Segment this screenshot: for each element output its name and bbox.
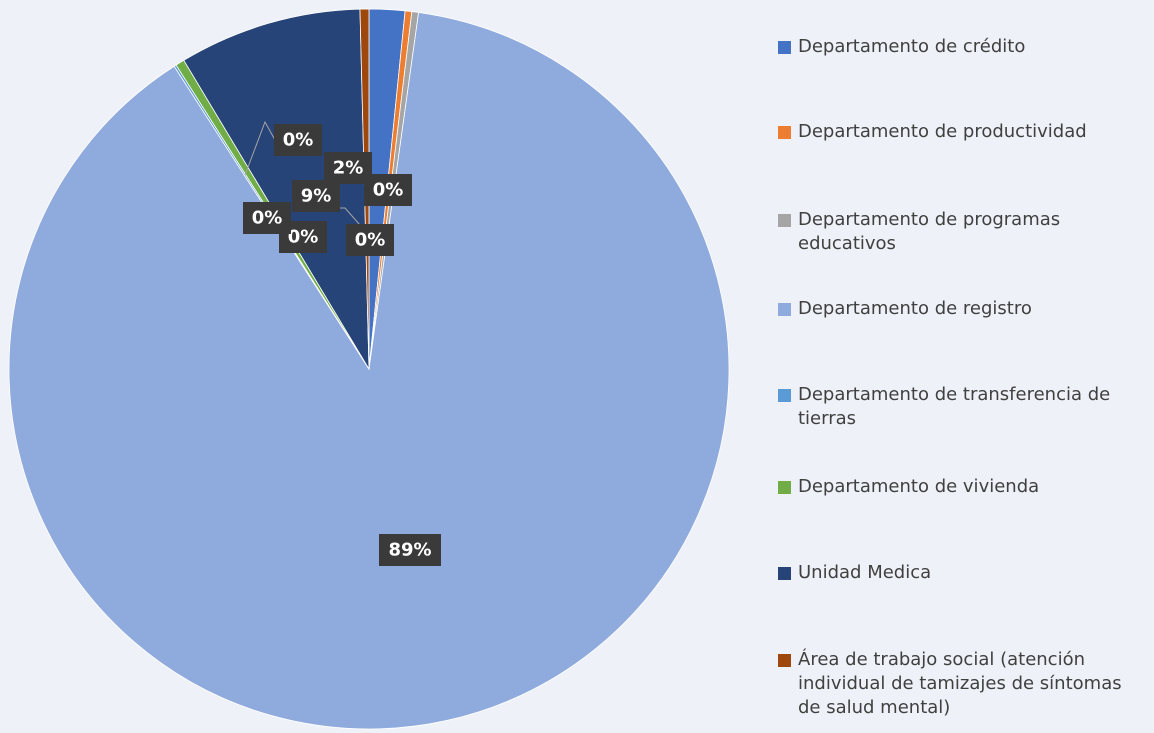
legend-label: Departamento de vivienda [798, 476, 1040, 497]
legend-label: Departamento de crédito [798, 36, 1026, 57]
legend-item: Departamento de productividad [778, 120, 1148, 144]
data-label: 2% [333, 158, 364, 179]
legend-item: Departamento de transferencia de tierras [778, 383, 1148, 431]
data-label: 0% [252, 208, 283, 229]
legend-item: Área de trabajo social (atención individ… [778, 648, 1148, 720]
data-label: 0% [283, 130, 314, 151]
data-label-box [379, 534, 441, 566]
legend-label: Área de trabajo social (atención individ… [798, 649, 1122, 718]
legend-swatch [778, 214, 791, 227]
legend-label: Departamento de productividad [798, 121, 1087, 142]
legend-swatch [778, 126, 791, 139]
legend-item: Unidad Medica [778, 561, 1148, 585]
leader-line [244, 120, 276, 176]
pie-slice [183, 8, 370, 371]
legend-swatch [778, 41, 791, 54]
legend-swatch [778, 567, 791, 580]
legend-swatch [778, 389, 791, 402]
legend-label: Departamento de transferencia de tierras [798, 384, 1111, 429]
data-label-box [243, 202, 291, 234]
data-label: 0% [373, 180, 404, 201]
legend-label: Departamento de registro [798, 298, 1032, 319]
legend-item: Departamento de vivienda [778, 475, 1148, 499]
legend-item: Departamento de registro [778, 297, 1148, 321]
legend-swatch [778, 303, 791, 316]
legend-label: Departamento de programas educativos [798, 209, 1061, 254]
data-label-box [292, 180, 340, 212]
legend-swatch [778, 481, 791, 494]
data-label-box [346, 224, 394, 256]
legend-label: Unidad Medica [798, 562, 932, 583]
data-label-box [364, 174, 412, 206]
pie-slice [8, 11, 730, 730]
data-label: 9% [301, 186, 332, 207]
legend-swatch [778, 654, 791, 667]
legend-item: Departamento de programas educativos [778, 208, 1148, 256]
data-label: 0% [355, 230, 386, 251]
data-label-box [274, 124, 322, 156]
chart: 2%0%0%89%0%0%9%0% [8, 8, 730, 730]
data-label: 89% [388, 540, 431, 561]
data-label: 0% [288, 227, 319, 248]
legend-item: Departamento de crédito [778, 35, 1148, 59]
